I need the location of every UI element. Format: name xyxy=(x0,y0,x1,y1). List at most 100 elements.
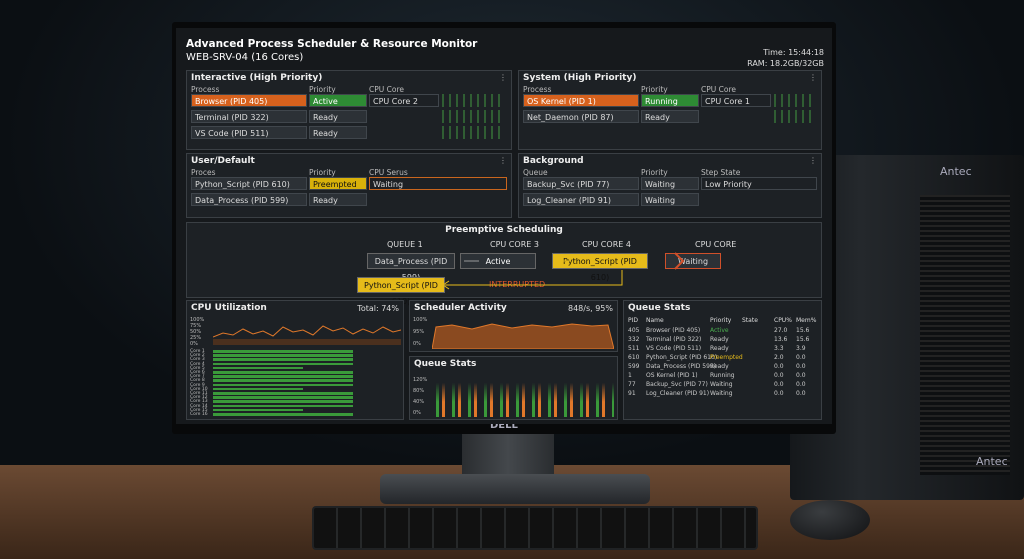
column-header: State xyxy=(742,317,758,324)
cell: CPU Core 2 xyxy=(369,94,439,107)
level-label: 80% xyxy=(413,388,425,394)
screen: Advanced Process Scheduler & Resource Mo… xyxy=(176,28,832,424)
brand: Antec xyxy=(940,165,972,178)
mouse xyxy=(790,500,870,540)
cell: Low Priority xyxy=(701,177,817,190)
column-header: Priority xyxy=(309,168,336,177)
cell: Data_Process (PID 599) xyxy=(191,193,307,206)
core-label: Core 1 xyxy=(190,349,205,354)
queue-chart-panel: Queue Stats 120% 80% 40% 0% xyxy=(409,356,618,420)
cell: Ready xyxy=(309,110,367,123)
core-bar xyxy=(213,362,353,366)
cell: 0.0 xyxy=(796,354,806,361)
column-header: Process xyxy=(523,85,552,94)
queue-table-panel: Queue Stats PID Name Priority State CPU% Mem%… xyxy=(623,300,822,420)
cell: 3.3 xyxy=(774,345,784,352)
sparkline xyxy=(771,110,815,123)
cell: 610 xyxy=(628,354,640,361)
cell: Active xyxy=(309,94,367,107)
cell: 13.6 xyxy=(774,336,788,343)
queue-bars xyxy=(432,379,614,417)
cell: 91 xyxy=(628,390,636,397)
level-label: 95% xyxy=(413,329,425,335)
column-header: Process xyxy=(191,85,220,94)
sparkline xyxy=(771,94,815,107)
level-label: 0% xyxy=(190,341,198,347)
panel-title: Interactive (High Priority) xyxy=(191,73,323,83)
panel-title: System (High Priority) xyxy=(523,73,637,83)
cell: Ready xyxy=(710,336,729,343)
cell: 2.0 xyxy=(774,354,784,361)
level-label: 0% xyxy=(413,410,421,416)
core-label: Core 16 xyxy=(190,412,208,417)
cell: Ready xyxy=(710,345,729,352)
cell: 332 xyxy=(628,336,640,343)
column-header: CPU% xyxy=(774,317,792,324)
level-label: 25% xyxy=(190,335,202,341)
cell: Data_Process (PID 599) xyxy=(646,363,717,370)
core-bar xyxy=(213,354,353,357)
core-bar xyxy=(213,379,353,382)
core-bar xyxy=(213,350,353,353)
core-label: Core 8 xyxy=(190,378,205,384)
brand: DELL xyxy=(490,420,518,431)
cell: CPU Core 1 xyxy=(701,94,771,107)
cell: 405 xyxy=(628,327,640,334)
cell: Waiting xyxy=(641,177,699,190)
column-header: Priority xyxy=(309,85,336,94)
cell: Backup_Svc (PID 77) xyxy=(523,177,639,190)
core-bar xyxy=(213,396,353,399)
time: Time: 15:44:18 xyxy=(763,48,824,57)
process-panel: User/Default ⋮ Proces Priority CPU Serus Pyth… xyxy=(186,153,512,218)
cell: Backup_Svc (PID 77) xyxy=(646,381,708,388)
cell: Log_Cleaner (PID 91) xyxy=(646,390,710,397)
level-label: 40% xyxy=(413,399,425,405)
core-bar xyxy=(213,371,353,374)
process-panel: Interactive (High Priority) ⋮ Process Prior… xyxy=(186,70,512,150)
stage-label: CPU CORE 4 xyxy=(582,240,631,249)
panel-title: Scheduler Activity xyxy=(414,303,507,313)
level-label: 75% xyxy=(190,323,202,329)
cell: VS Code (PID 511) xyxy=(646,345,702,352)
cell: 3.9 xyxy=(796,345,806,352)
core-bar xyxy=(213,400,353,403)
sparkline xyxy=(439,110,505,123)
cell: VS Code (PID 511) xyxy=(191,126,307,139)
column-header: Proces xyxy=(191,168,216,177)
level-label: 50% xyxy=(190,329,202,335)
sparkline xyxy=(439,94,505,107)
level-label: 100% xyxy=(413,317,428,323)
core-label: Core 4 xyxy=(190,361,205,367)
cell: Preempted xyxy=(710,354,743,361)
cell: Log_Cleaner (PID 91) xyxy=(523,193,639,206)
core-bar xyxy=(213,383,353,387)
process-panel: System (High Priority) ⋮ Process Priority CP… xyxy=(518,70,822,150)
activity-panel: Scheduler Activity 848/s, 95% 100% 95% 0% xyxy=(409,300,618,352)
stage-label: QUEUE 1 xyxy=(387,240,423,249)
cell: Ready xyxy=(641,110,699,123)
core-label: Core 5 xyxy=(190,365,205,371)
cell: Waiting xyxy=(710,390,733,397)
core-bar xyxy=(213,408,303,412)
cell: 511 xyxy=(628,345,640,352)
column-header: Priority xyxy=(710,317,732,324)
cell: 77 xyxy=(628,381,636,388)
cell: OS Kernel (PID 1) xyxy=(523,94,639,107)
rate: 848/s, 95% xyxy=(568,304,613,313)
cell: Running xyxy=(641,94,699,107)
level-label: 120% xyxy=(413,377,428,383)
column-header: Step State xyxy=(701,168,741,177)
menu: ⋮ xyxy=(809,73,817,82)
cell: 0.0 xyxy=(796,381,806,388)
core-bar xyxy=(213,375,353,378)
cell: 0.0 xyxy=(796,390,806,397)
subtitle: WEB-SRV-04 (16 Cores) xyxy=(186,52,304,63)
cell: Terminal (PID 322) xyxy=(191,110,307,123)
column-header: Name xyxy=(646,317,664,324)
panel-title: CPU Utilization xyxy=(191,303,267,313)
core-label: Core 14 xyxy=(190,403,208,409)
column-header: CPU Serus xyxy=(369,168,408,177)
keyboard xyxy=(312,506,758,550)
cell: 0.0 xyxy=(796,363,806,370)
cell: Active xyxy=(710,327,729,334)
